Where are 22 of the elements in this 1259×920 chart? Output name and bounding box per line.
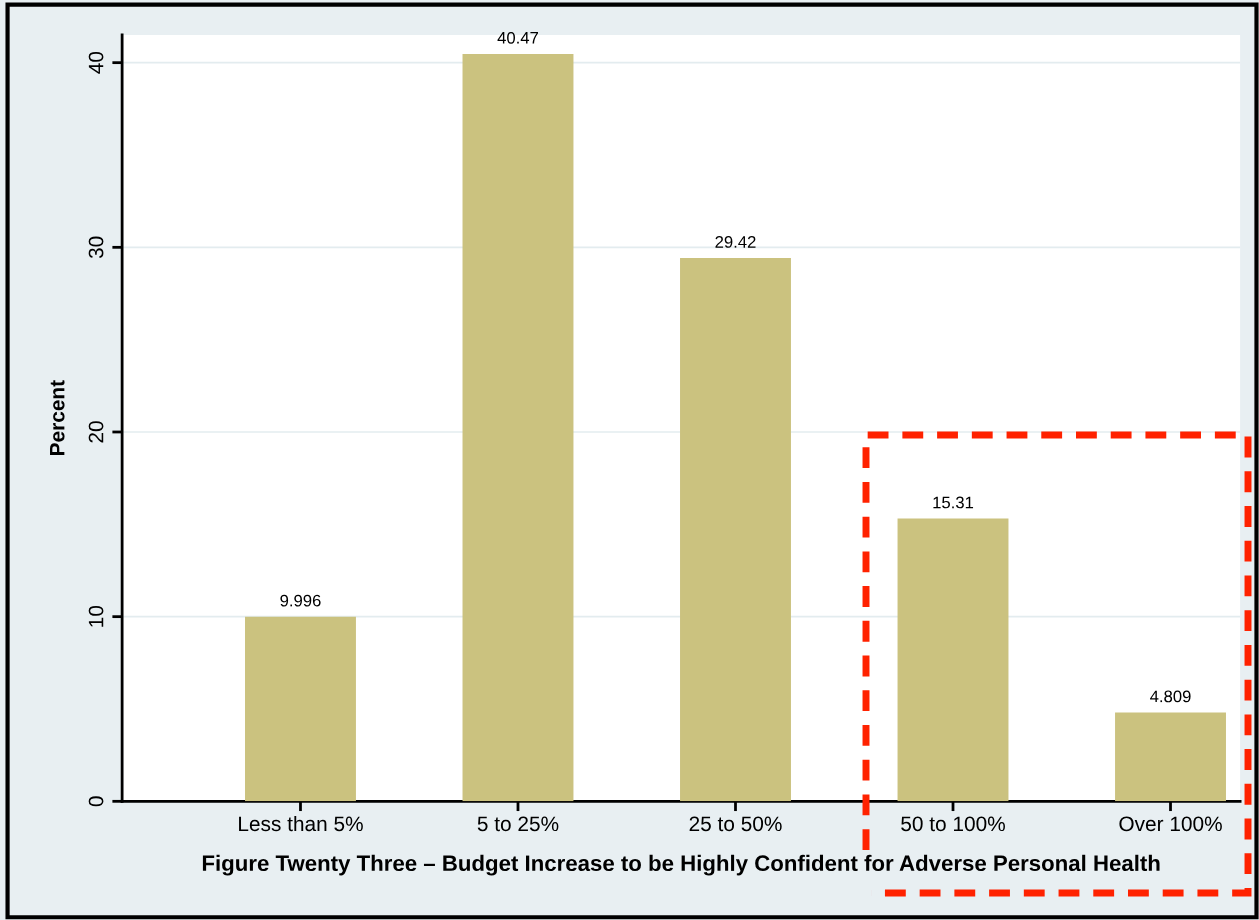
x-tick-label: 50 to 100% [901,816,1005,832]
x-tick-label: Over 100% [1119,816,1222,832]
y-tick-label: 40 [88,51,104,74]
y-tick-label: 20 [88,421,104,443]
data-label: 4.809 [1150,690,1191,703]
bar [462,53,574,802]
data-label: 29.42 [715,235,756,248]
data-label: 9.996 [280,594,321,607]
data-label: 15.31 [933,496,974,509]
x-axis-title: Figure Twenty Three – Budget Increase to be Highly Confident for Adverse Personal Health [202,854,1160,876]
x-tick-label: 5 to 25% [477,816,559,832]
bar [680,258,791,802]
x-tick-label: 25 to 50% [689,816,782,832]
y-tick-label: 30 [88,236,104,259]
bar [897,518,1009,802]
y-axis-title: Percent [50,380,65,455]
bar [245,616,356,802]
y-tick-label: 0 [88,796,104,807]
x-tick-label: Less than 5% [239,815,363,832]
data-label: 40.47 [497,31,539,44]
bar [1115,712,1226,802]
y-tick-label: 10 [88,605,104,627]
